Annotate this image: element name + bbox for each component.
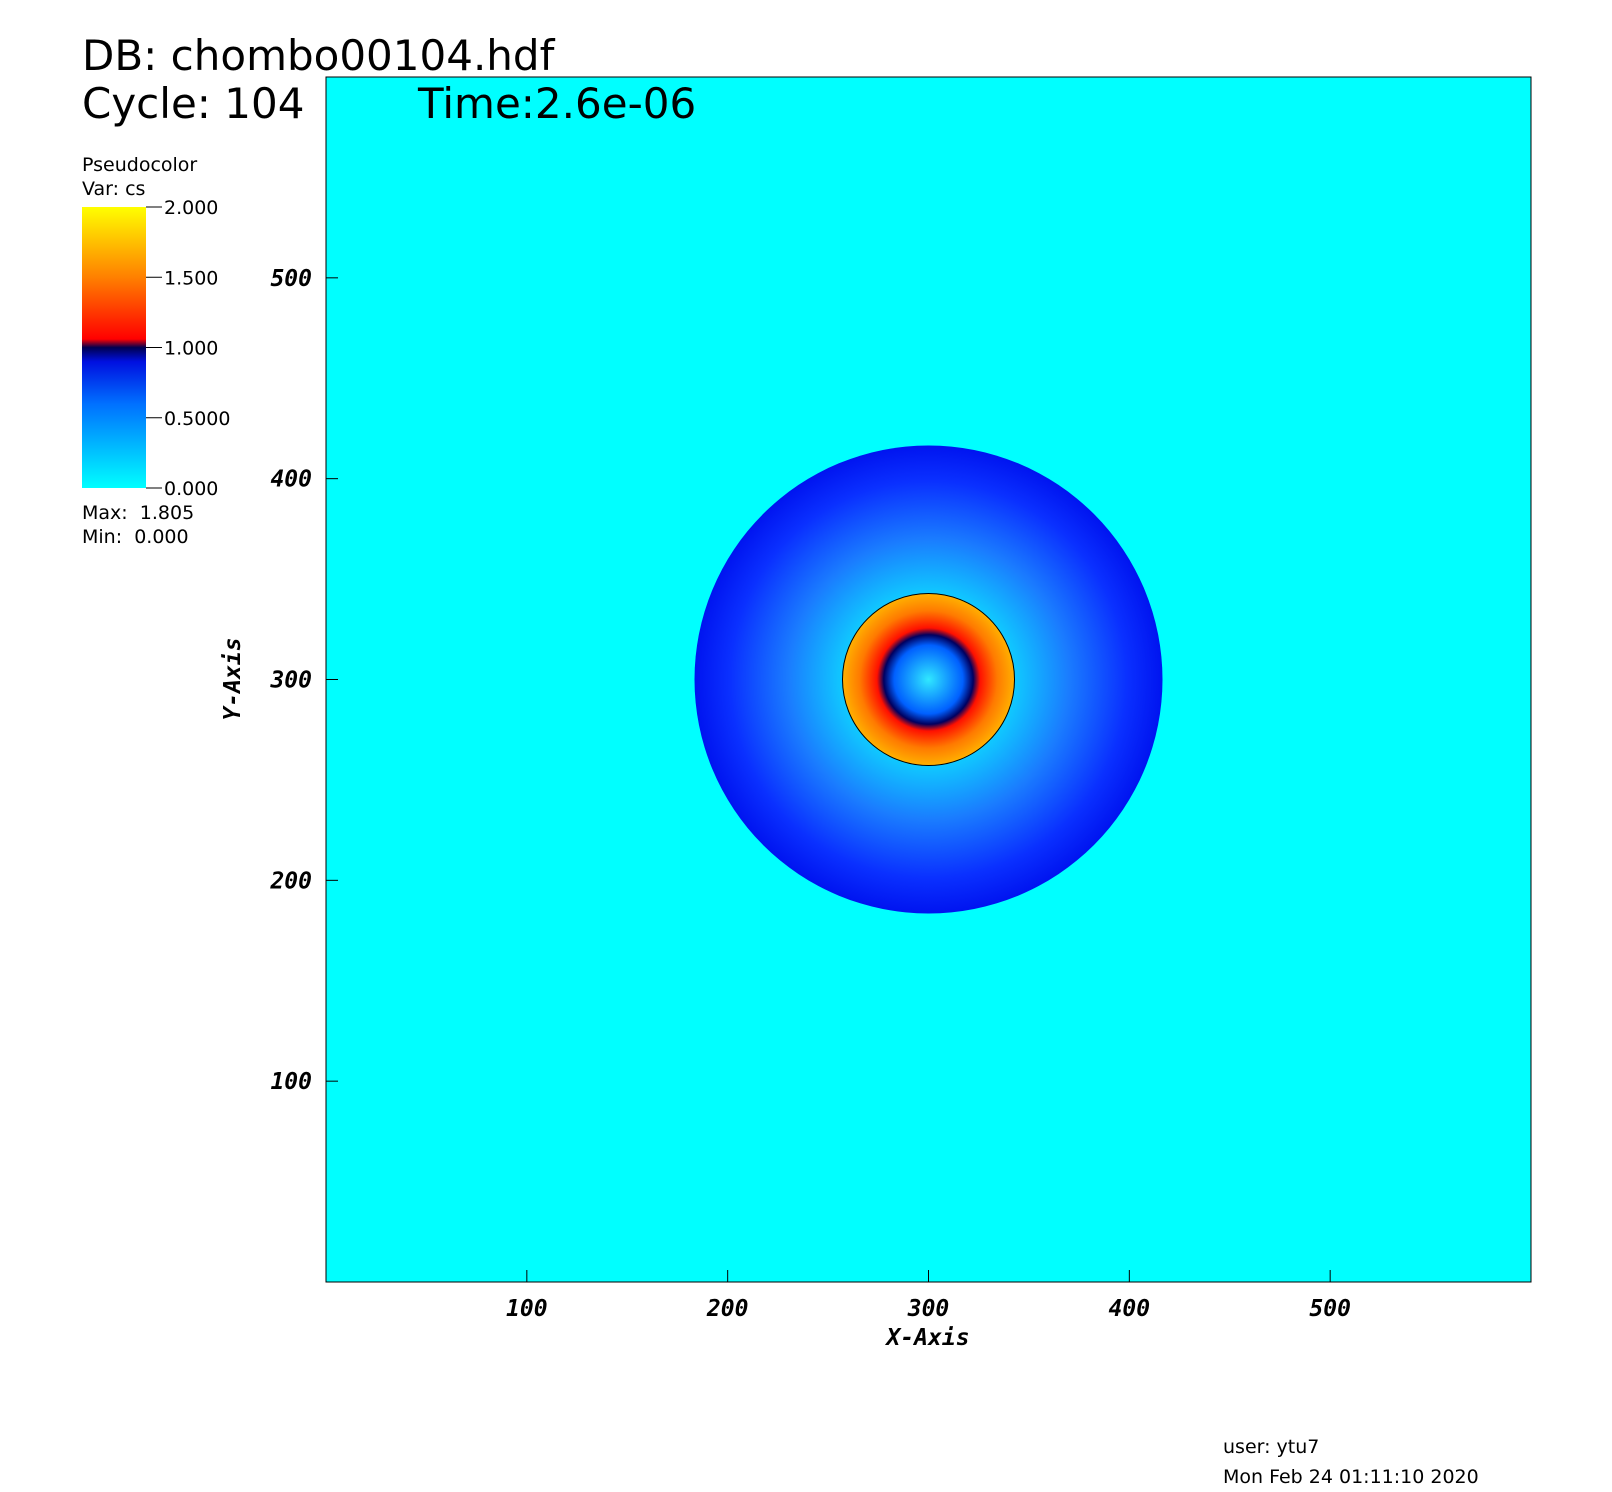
x-tick-label: 500	[1309, 1296, 1351, 1322]
y-axis-label: Y-Axis	[220, 637, 246, 720]
legend-min: Min: 0.000	[82, 526, 189, 548]
x-axis-label: X-Axis	[884, 1325, 969, 1351]
legend-max: Max: 1.805	[82, 502, 194, 524]
y-tick-label: 200	[269, 868, 312, 894]
colorbar-tick-label: 1.000	[164, 338, 218, 360]
db-label: DB: chombo00104.hdf	[82, 31, 556, 80]
x-tick-label: 200	[706, 1296, 749, 1322]
y-tick-label: 300	[269, 668, 312, 694]
x-tick-label: 300	[907, 1296, 950, 1322]
time-label: Time:2.6e-06	[417, 79, 696, 128]
x-tick-label: 100	[506, 1296, 548, 1322]
colorbar-tick-label: 1.500	[164, 267, 218, 289]
cycle-label: Cycle: 104	[82, 79, 304, 128]
y-tick-label: 500	[270, 266, 312, 292]
colorbar	[82, 207, 146, 488]
y-tick-label: 100	[270, 1069, 312, 1095]
legend-plot: Pseudocolor	[82, 154, 197, 176]
y-tick-label: 400	[270, 467, 312, 493]
inner-ring	[842, 593, 1015, 766]
legend-var: Var: cs	[82, 178, 145, 200]
x-tick-label: 400	[1109, 1296, 1151, 1322]
field	[325, 76, 1532, 1283]
colorbar-tick-label: 0.5000	[164, 408, 230, 430]
user-label: user: ytu7	[1223, 1436, 1319, 1458]
colorbar-tick-label: 0.000	[164, 478, 218, 500]
colorbar-tick-label: 2.000	[164, 197, 218, 219]
date-label: Mon Feb 24 01:11:10 2020	[1223, 1466, 1479, 1488]
